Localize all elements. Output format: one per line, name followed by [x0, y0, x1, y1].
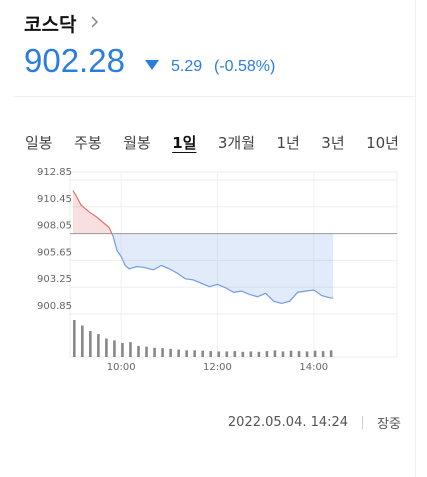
volume-bar	[305, 351, 309, 357]
volume-bar	[169, 348, 172, 357]
chevron	[91, 16, 99, 28]
volume-bar	[105, 338, 108, 357]
area-up	[73, 190, 112, 234]
volume-bar	[161, 348, 164, 357]
volume-bar	[113, 340, 116, 357]
volume-bar	[217, 351, 221, 357]
line-up	[72, 190, 113, 234]
y-tick-label: 900.85	[37, 301, 72, 312]
x-tick-label: 12:00	[203, 362, 232, 373]
volume-bar	[185, 350, 188, 357]
index-name[interactable]: 코스닥	[24, 14, 77, 36]
volume-bar	[313, 350, 317, 357]
price: 902.28	[24, 42, 125, 79]
volume-bar	[201, 350, 205, 357]
price-line	[72, 190, 334, 305]
footer: 2022.05.04. 14:24 장중	[228, 413, 401, 432]
volume-bar	[273, 350, 277, 357]
line-down	[111, 233, 334, 305]
volume-bar	[121, 342, 124, 357]
divider	[14, 96, 415, 97]
chevron-icon[interactable]	[91, 16, 99, 28]
volume-bar	[129, 342, 132, 357]
y-tick-label: 912.85	[37, 167, 72, 178]
y-tick-label: 908.05	[37, 221, 72, 232]
plot-frame	[69, 171, 398, 358]
down-icon	[145, 60, 159, 70]
y-tick-label: 905.65	[37, 247, 72, 258]
x-tick-label: 10:00	[107, 362, 136, 373]
volume-bar	[225, 351, 229, 357]
chart: 10:00 12:00 14:00 912.85 910.45 908.05 905.65 9…	[37, 167, 398, 373]
volume-bar	[289, 350, 293, 357]
period-tab[interactable]: 월봉	[123, 134, 151, 152]
volume-bar	[209, 351, 213, 357]
period-tab[interactable]: 3년	[321, 134, 345, 152]
area-down	[73, 233, 334, 304]
change: 5.29	[171, 58, 203, 75]
volume-bar	[97, 334, 100, 357]
change-percent: (-0.58%)	[214, 58, 276, 75]
volume-bar	[73, 320, 76, 357]
divider	[415, 0, 416, 477]
period-tab[interactable]: 10년	[366, 134, 399, 152]
period-tab[interactable]: 1일	[172, 134, 197, 152]
volume-bar	[89, 331, 92, 357]
volume-bar	[321, 351, 325, 357]
volume-bar	[281, 351, 285, 357]
volume-bar	[153, 347, 156, 357]
y-tick-label: 903.25	[37, 274, 72, 285]
period-tab[interactable]: 1년	[276, 134, 300, 152]
volume-bar	[265, 351, 269, 357]
volume-bar	[329, 350, 333, 357]
datetime: 2022.05.04. 14:24	[227, 415, 349, 430]
down-triangle	[145, 60, 159, 70]
y-tick-label: 910.45	[37, 194, 72, 205]
period-tab[interactable]: 주봉	[74, 134, 102, 152]
volume-bar	[137, 345, 140, 357]
volume-bar	[177, 349, 180, 357]
x-tick-label: 14:00	[299, 362, 328, 373]
period-tab[interactable]: 3개월	[217, 134, 256, 152]
volume-bar	[145, 346, 148, 357]
period-tabs: 일봉 주봉 월봉 1일 3개월 1년 3년 10년	[22, 130, 402, 155]
volume-bar	[297, 351, 301, 357]
volume-bar	[249, 351, 253, 357]
separator	[362, 416, 364, 429]
volume-bar	[257, 351, 261, 357]
status: 장중	[377, 417, 401, 432]
period-tab[interactable]: 일봉	[25, 134, 53, 152]
volume-bar	[193, 350, 196, 357]
volume-bar	[81, 325, 84, 357]
volume-bar	[241, 351, 245, 357]
volume-bar	[233, 351, 237, 357]
